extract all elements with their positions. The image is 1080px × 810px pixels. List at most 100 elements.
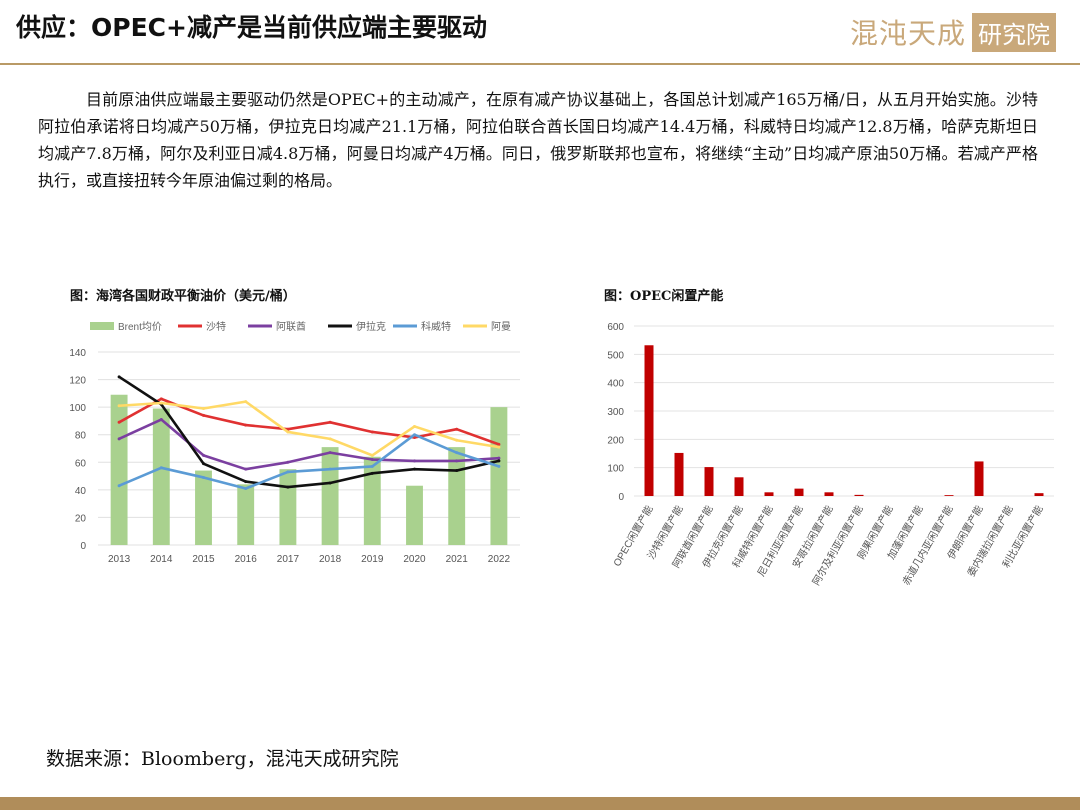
point-series-3-2014	[159, 466, 163, 470]
legend-label-3: 伊拉克	[356, 320, 386, 333]
point-series-4-2020	[413, 424, 416, 428]
point-series-3-2019	[370, 464, 374, 468]
y-tick-label: 0	[80, 541, 86, 552]
point-series-0-2018	[328, 420, 332, 424]
bar-brent-2015	[195, 470, 212, 545]
point-series-4-2021	[455, 438, 459, 442]
y-tick-label: 120	[69, 376, 86, 387]
opec-spare-capacity-chart: 0100200300400500600OPEC闲置产能沙特闲置产能阿联酋闲置产能…	[607, 322, 1054, 587]
point-series-3-2020	[413, 433, 416, 437]
point-series-3-2022	[497, 464, 501, 468]
point-series-1-2015	[202, 453, 205, 457]
bar-赤道几内亚闲置产能	[944, 495, 954, 496]
point-series-0-2021	[455, 427, 459, 431]
point-series-2-2022	[497, 459, 501, 463]
point-series-2-2016	[244, 480, 248, 484]
point-series-0-2013	[117, 420, 121, 424]
legend-label-5: 阿曼	[491, 321, 511, 333]
x-tick-label: 2019	[361, 554, 384, 565]
point-series-4-2022	[497, 445, 501, 449]
y-tick-label: 80	[75, 431, 87, 442]
bar-brent-2022	[490, 407, 508, 545]
fiscal-breakeven-chart: Brent均价 沙特 阿联酋 伊拉克 科威特 阿曼 0 20 40 60 80 100 120 140 20…	[69, 320, 520, 565]
point-series-4-2015	[202, 407, 205, 411]
chart2-caption: 图：OPEC闲置产能	[604, 289, 724, 304]
bar-伊朗闲置产能	[974, 461, 984, 496]
chart1-caption: 图：海湾各国财政平衡油价（美元/桶）	[70, 289, 296, 304]
x-tick-label: 2017	[277, 554, 300, 565]
line-series-3	[118, 433, 500, 490]
x-tick-label: 2021	[446, 554, 469, 565]
header-divider	[0, 63, 1080, 65]
bar-brent-2017	[279, 469, 297, 545]
point-series-1-2014	[159, 418, 163, 422]
point-series-1-2020	[413, 459, 416, 463]
bar-OPEC闲置产能	[644, 345, 654, 496]
y-tick-label: 40	[75, 486, 87, 497]
bar-沙特闲置产能	[674, 452, 684, 496]
logo-box: 研究院	[972, 12, 1056, 52]
y-tick-label: 600	[607, 322, 624, 333]
x-tick-label: 2015	[192, 554, 215, 565]
point-series-2-2013	[117, 375, 121, 379]
bar-阿尔及利亚闲置产能	[854, 494, 864, 496]
point-series-0-2015	[202, 413, 205, 417]
point-series-1-2016	[244, 467, 248, 471]
point-series-0-2022	[497, 442, 501, 446]
point-series-4-2017	[286, 430, 290, 434]
summary-paragraph: 目前原油供应端最主要驱动仍然是OPEC+的主动减产，在原有减产协议基础上，各国总…	[38, 90, 1038, 190]
bar-brent-2016	[237, 484, 255, 545]
line-series-4	[119, 400, 500, 457]
point-series-3-2021	[455, 451, 459, 455]
brand-logo: 混沌天成 研究院	[850, 12, 1056, 52]
point-series-1-2021	[455, 459, 459, 463]
point-series-1-2022	[497, 456, 501, 460]
point-series-3-2013	[117, 484, 121, 488]
point-series-4-2014	[159, 401, 163, 405]
point-series-2-2017	[286, 485, 290, 489]
point-series-4-2013	[117, 404, 121, 408]
legend-label-0: Brent均价	[118, 321, 162, 333]
point-series-0-2016	[244, 423, 248, 427]
y-tick-label: 500	[607, 350, 624, 361]
bar-阿联酋闲置产能	[704, 467, 714, 496]
bar-brent-2014	[152, 408, 170, 545]
point-series-3-2015	[202, 475, 205, 479]
point-series-2-2020	[413, 467, 416, 471]
point-series-0-2019	[370, 430, 374, 434]
point-series-3-2017	[286, 470, 290, 474]
x-tick-label: 赤道几内亚闲置产能	[899, 503, 955, 587]
point-series-4-2019	[370, 453, 374, 457]
x-tick-label: 2022	[488, 554, 511, 565]
line-series-1	[118, 418, 499, 471]
x-tick-label: 2018	[319, 554, 342, 565]
point-series-0-2014	[159, 397, 163, 401]
y-tick-label: 0	[618, 492, 624, 503]
line-series-2	[118, 375, 500, 489]
data-source: 数据来源：Bloomberg，混沌天成研究院	[46, 748, 399, 770]
point-series-2-2021	[455, 469, 459, 473]
legend-label-4: 科威特	[421, 320, 451, 333]
x-tick-label: 阿尔及利亚闲置产能	[809, 503, 865, 587]
y-tick-label: 60	[75, 458, 87, 469]
point-series-2-2019	[370, 471, 374, 475]
point-series-3-2016	[244, 486, 248, 490]
bar-brent-2019	[363, 456, 381, 545]
bar-brent-2020	[406, 485, 423, 545]
x-tick-label: 2020	[403, 554, 426, 565]
point-series-1-2018	[328, 451, 332, 455]
bar-伊拉克闲置产能	[734, 477, 744, 496]
y-tick-label: 20	[75, 513, 87, 524]
bar-brent-2013	[110, 394, 128, 545]
x-tick-label: 2016	[235, 554, 258, 565]
x-tick-label: OPEC闲置产能	[610, 503, 655, 569]
legend-label-2: 阿联酋	[276, 320, 306, 333]
y-tick-label: 300	[607, 407, 624, 418]
y-tick-label: 100	[69, 403, 86, 414]
point-series-4-2018	[328, 437, 332, 441]
y-tick-label: 400	[607, 379, 624, 390]
point-series-1-2013	[117, 437, 121, 441]
point-series-1-2017	[286, 460, 290, 464]
point-series-2-2015	[202, 462, 205, 466]
footer-bar	[0, 797, 1080, 810]
